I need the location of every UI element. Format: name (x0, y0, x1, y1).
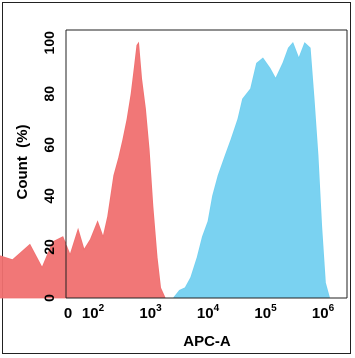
y-tick-label: 60 (41, 137, 57, 153)
x-tick-label: 106 (312, 303, 335, 322)
x-tick-label: 105 (254, 303, 277, 322)
histogram-area-1 (0, 41, 166, 299)
plot-frame (2, 2, 351, 354)
y-tick-label: 80 (41, 86, 57, 102)
x-axis-label: APC-A (183, 333, 231, 350)
histogram-area-2 (172, 42, 331, 299)
y-tick-labels: 0 20 40 60 80 100 (41, 31, 57, 302)
histogram-areas (0, 41, 331, 299)
x-tick-labels: 0102103104105106107108 (64, 303, 335, 322)
y-tick-label: 0 (41, 294, 57, 302)
y-axis-label: Count (%) (14, 125, 31, 200)
y-tick-label: 20 (41, 239, 57, 255)
x-tick-label: 0 (64, 305, 72, 322)
x-tick-label: 102 (82, 303, 105, 322)
x-tick-label: 103 (139, 303, 162, 322)
y-tick-label: 40 (41, 188, 57, 204)
x-tick-label: 104 (197, 303, 220, 322)
y-tick-label: 100 (41, 31, 57, 55)
